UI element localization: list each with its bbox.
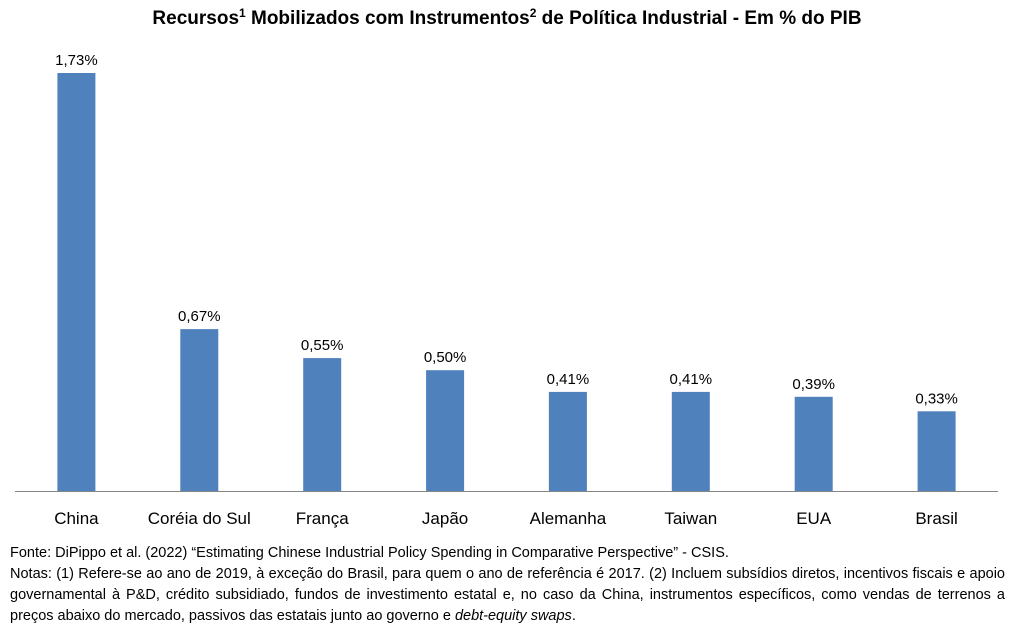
bar-7 (794, 396, 833, 491)
notes-italic: debt-equity swaps (454, 608, 572, 624)
category-label-2: Coréia do Sul (148, 509, 251, 528)
data-label-4: 0,50% (424, 349, 467, 366)
data-label-5: 0,41% (547, 371, 590, 388)
notes-end: . (571, 608, 576, 624)
category-label-5: Alemanha (530, 509, 607, 528)
bar-6 (671, 391, 710, 491)
footnotes: Fonte: DiPippo et al. (2022) “Estimating… (10, 543, 1005, 627)
bar-5 (548, 391, 587, 491)
bar-chart: 1,73% China 0,67% Coréia do Sul 0,55% França 0… (15, 52, 998, 528)
category-label-3: França (296, 509, 349, 528)
title-part-2: Mobilizados com Instrumentos (245, 8, 530, 29)
bar-2 (180, 329, 219, 491)
title-superscript-1: 1 (239, 6, 246, 20)
source-note: Fonte: DiPippo et al. (2022) “Estimating… (10, 545, 729, 561)
title-part-3: de Política Industrial - Em % do PIB (536, 8, 862, 29)
data-label-1: 1,73% (55, 52, 98, 69)
title-part-1: Recursos (152, 8, 240, 29)
data-label-2: 0,67% (178, 308, 221, 325)
data-label-6: 0,41% (670, 371, 713, 388)
bar-1 (57, 73, 96, 491)
notes-main: Notas: (1) Refere-se ao ano de 2019, à e… (10, 566, 1005, 624)
category-label-6: Taiwan (664, 509, 717, 528)
title-superscript-2: 2 (529, 6, 537, 20)
category-label-8: Brasil (915, 509, 958, 528)
data-label-3: 0,55% (301, 337, 344, 354)
data-label-8: 0,33% (915, 390, 958, 407)
chart-title: Recursos1 Mobilizados com Instrumentos2 … (0, 6, 1014, 30)
bar-8 (917, 411, 956, 491)
category-label-1: China (54, 509, 99, 528)
bar-3 (303, 358, 342, 491)
bar-4 (426, 370, 465, 491)
data-label-7: 0,39% (792, 376, 835, 393)
notes-text: Notas: (1) Refere-se ao ano de 2019, à e… (10, 564, 1005, 627)
category-label-4: Japão (422, 509, 468, 528)
category-label-7: EUA (796, 509, 832, 528)
